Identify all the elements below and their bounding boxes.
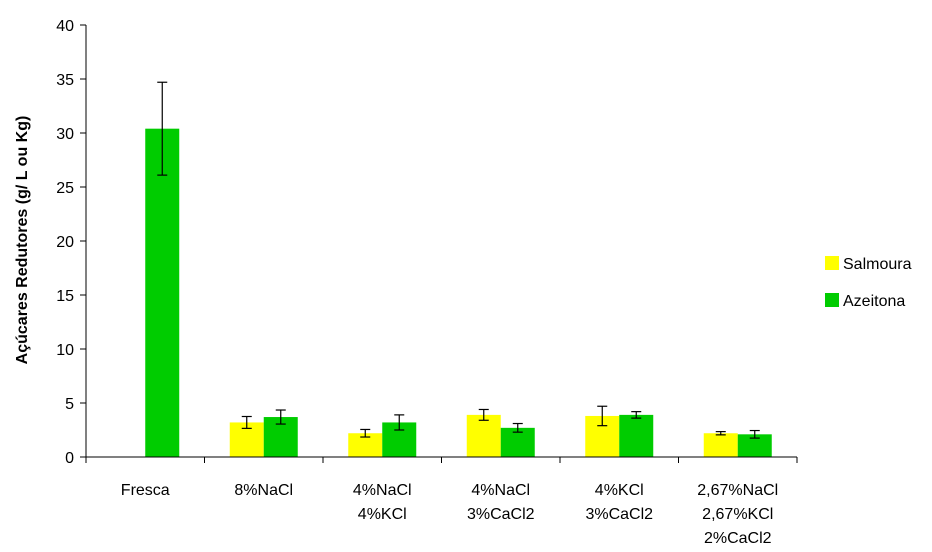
x-category-label-line: 4%KCl [595, 482, 644, 499]
x-category-label-line: 4%NaCl [471, 482, 530, 499]
error-bar-azeitona-0 [157, 81, 168, 176]
error-bar-azeitona-3 [512, 422, 523, 433]
x-category-label-line: 2%CaCl2 [704, 530, 772, 547]
y-tick-label-35: 35 [56, 72, 74, 89]
legend-swatch-azeitona [825, 293, 839, 307]
x-category-label-1: 8%NaCl [234, 482, 293, 499]
x-category-label-line: 4%KCl [358, 506, 407, 523]
legend-swatch-salmoura [825, 256, 839, 270]
y-tick-label-0: 0 [65, 450, 74, 467]
axes-layer [80, 24, 798, 463]
y-tick-label-10: 10 [56, 342, 74, 359]
y-tick-label-5: 5 [65, 396, 74, 413]
error-bar-azeitona-1 [275, 409, 286, 425]
x-category-label-line: Fresca [121, 482, 170, 499]
x-category-label-0: Fresca [121, 482, 170, 499]
error-bar-salmoura-2 [360, 428, 371, 438]
error-bar-salmoura-4 [597, 405, 608, 427]
bars-layer [145, 128, 772, 457]
x-category-label-4: 4%KCl 3%CaCl2 [585, 482, 653, 523]
error-bar-azeitona-5 [749, 429, 760, 439]
error-bar-salmoura-3 [478, 408, 489, 421]
legend-label-salmoura: Salmoura [843, 256, 912, 273]
error-bars-layer [157, 81, 760, 439]
bar-azeitona-0 [145, 128, 180, 457]
x-category-label-line: 3%CaCl2 [467, 506, 535, 523]
y-axis-title: Açúcares Redutores (g/ L ou Kg) [14, 116, 31, 365]
x-category-label-2: 4%NaCl 4%KCl [353, 482, 412, 523]
legend-item-azeitona: Azeitona [825, 293, 905, 310]
y-tick-label-25: 25 [56, 180, 74, 197]
bar-azeitona-5 [737, 434, 772, 457]
y-tick-label-30: 30 [56, 126, 74, 143]
bar-azeitona-4 [619, 414, 654, 457]
bar-salmoura-2 [348, 433, 383, 457]
y-tick-label-40: 40 [56, 18, 74, 35]
error-bar-azeitona-4 [631, 411, 642, 419]
error-bar-salmoura-1 [241, 415, 252, 429]
legend-item-salmoura: Salmoura [825, 256, 912, 273]
y-tick-label-15: 15 [56, 288, 74, 305]
x-category-label-line: 2,67%KCl [702, 506, 773, 523]
bar-salmoura-5 [703, 433, 738, 457]
legend: Salmoura Azeitona [825, 256, 912, 310]
x-category-label-line: 2,67%NaCl [697, 482, 778, 499]
bar-salmoura-3 [466, 414, 501, 457]
error-bar-salmoura-5 [715, 431, 726, 436]
y-tick-label-20: 20 [56, 234, 74, 251]
x-category-label-3: 4%NaCl 3%CaCl2 [467, 482, 535, 523]
error-bar-azeitona-2 [394, 414, 405, 431]
x-category-label-line: 3%CaCl2 [585, 506, 653, 523]
x-category-label-line: 4%NaCl [353, 482, 412, 499]
legend-label-azeitona: Azeitona [843, 293, 905, 310]
x-category-label-line: 8%NaCl [234, 482, 293, 499]
x-category-label-5: 2,67%NaCl 2,67%KCl 2%CaCl2 [697, 482, 778, 547]
